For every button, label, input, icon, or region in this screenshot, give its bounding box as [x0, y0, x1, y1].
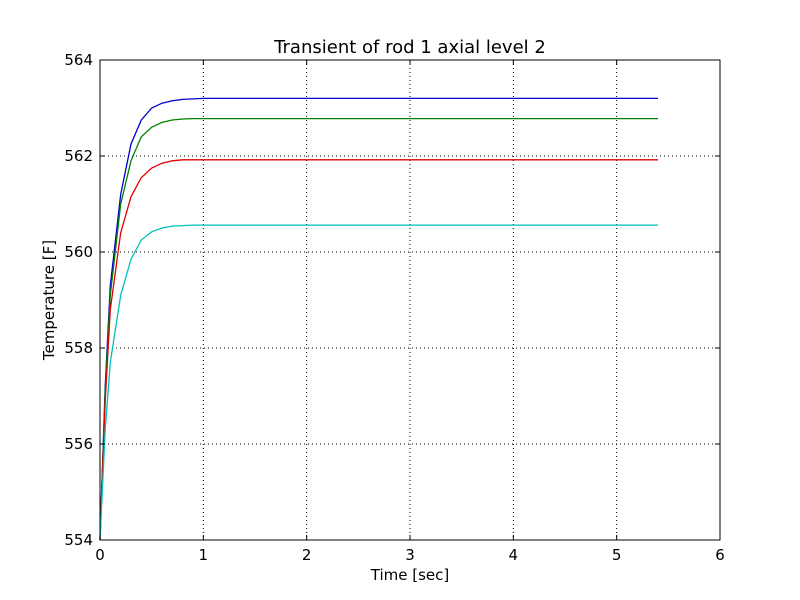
series-line-4: [99, 224, 658, 541]
y-tick-label: 564: [64, 51, 93, 69]
x-tick-label: 5: [612, 546, 622, 564]
x-tick-label: 3: [405, 546, 415, 564]
series-line-2: [99, 117, 658, 541]
x-tick-label: 4: [509, 546, 519, 564]
x-tick-label: 0: [95, 546, 105, 564]
series-lines: [99, 97, 658, 541]
x-tick-label: 1: [199, 546, 209, 564]
y-tick-label: 562: [64, 147, 93, 165]
y-tick-label: 560: [64, 243, 93, 261]
series-line-1: [99, 97, 658, 541]
chart-title: Transient of rod 1 axial level 2: [273, 37, 546, 58]
y-tick-label: 558: [64, 339, 93, 357]
x-tick-label: 6: [715, 546, 725, 564]
tick-labels: 0 1 2 3 4 5 6 554 556 558 560 562 564: [64, 51, 724, 564]
y-tick-label: 554: [64, 531, 93, 549]
x-axis-label: Time [sec]: [370, 566, 449, 584]
y-tick-label: 556: [64, 435, 93, 453]
grid: [100, 60, 720, 540]
series-line-3: [99, 159, 658, 541]
axis-ticks: [99, 59, 721, 541]
y-axis-label: Temperature [F]: [40, 240, 58, 361]
x-tick-label: 2: [302, 546, 312, 564]
